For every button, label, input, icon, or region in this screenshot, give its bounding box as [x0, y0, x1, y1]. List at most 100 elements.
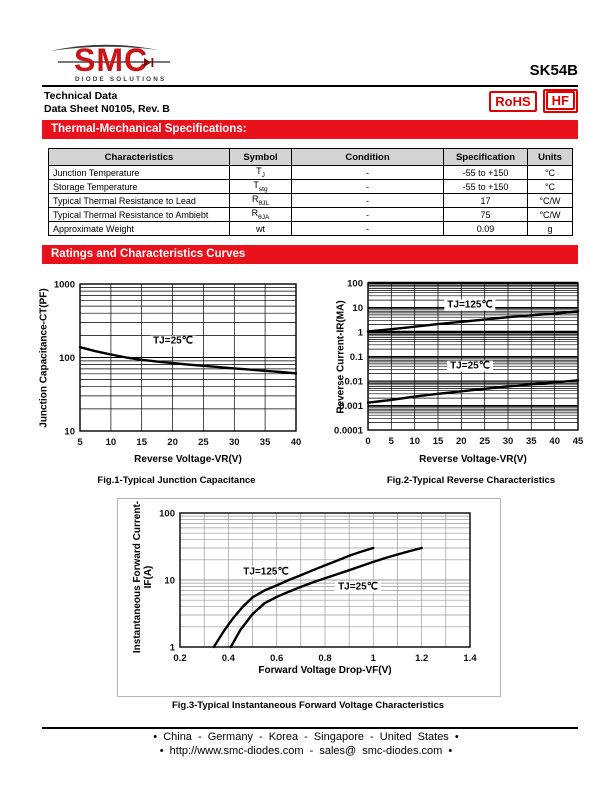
fig3-y-axis-label-line1: Instantaneous Forward Current- — [132, 500, 143, 654]
table-column-header: Symbol — [229, 148, 292, 166]
svg-text:40: 40 — [549, 436, 560, 447]
svg-text:0.2: 0.2 — [173, 653, 186, 664]
table-cell: - — [291, 207, 444, 222]
svg-text:100: 100 — [159, 509, 175, 520]
svg-text:45: 45 — [573, 436, 584, 447]
table-cell: °C/W — [527, 207, 573, 222]
svg-text:0.4: 0.4 — [222, 653, 236, 664]
spec-table: Characteristics Symbol Condition Specificat… — [48, 148, 573, 236]
svg-text:30: 30 — [503, 436, 514, 447]
table-cell: °C — [527, 165, 573, 180]
svg-text:0.0001: 0.0001 — [334, 426, 364, 437]
table-cell: Typical Thermal Resistance to Ambiebt — [48, 207, 230, 222]
table-cell: - — [291, 165, 444, 180]
table-header-row: Characteristics Symbol Condition Specificat… — [48, 148, 573, 166]
compliance-badges: RoHS HF — [489, 89, 578, 113]
rohs-badge: RoHS — [489, 90, 537, 112]
smc-logo: SMC DIODE SOLUTIONS — [44, 27, 189, 85]
table-cell: Storage Temperature — [48, 179, 230, 194]
svg-text:100: 100 — [59, 353, 75, 364]
table-cell-symbol: RθJL — [229, 193, 292, 208]
fig3-y-axis-label-line2: IF(A) — [143, 565, 154, 589]
table-cell: -55 to +150 — [443, 165, 528, 180]
table-cell: - — [291, 221, 444, 236]
fig2-reverse-characteristics: 0 5 10 15 20 25 30 35 40 45 100 10 1 0.1 0.01 0.001 0.00… — [330, 272, 612, 493]
fig1-junction-capacitance: 5 10 15 20 25 30 35 40 1000 100 10 Junction Capaci… — [34, 278, 319, 493]
table-column-header: Specification — [443, 148, 528, 166]
table-cell: 17 — [443, 193, 528, 208]
table-row: Approximate Weight wt -0.09 g — [48, 221, 573, 236]
svg-text:1: 1 — [358, 328, 364, 339]
logo-strike-line — [58, 61, 170, 63]
table-column-header: Condition — [291, 148, 444, 166]
fig3-frame: 0.2 0.4 0.6 0.8 1 1.2 1.4 100 10 1 Instantaneous … — [117, 498, 501, 697]
svg-text:30: 30 — [229, 437, 240, 448]
table-cell: Typical Thermal Resistance to Lead — [48, 193, 230, 208]
fig3-x-axis-label: Forward Voltage Drop-VF(V) — [258, 665, 392, 676]
svg-text:1: 1 — [371, 653, 377, 664]
table-row: Typical Thermal Resistance to Lead RθJL -1… — [48, 193, 573, 208]
fig3-plot: 0.2 0.4 0.6 0.8 1 1.2 1.4 100 10 1 — [159, 509, 477, 665]
table-column-header: Units — [527, 148, 573, 166]
svg-text:10: 10 — [352, 303, 363, 314]
svg-text:40: 40 — [291, 437, 302, 448]
table-cell-symbol: Tstg — [229, 179, 292, 194]
table-cell: - — [291, 179, 444, 194]
svg-text:10: 10 — [64, 427, 75, 438]
svg-text:1: 1 — [170, 643, 176, 654]
svg-text:20: 20 — [167, 437, 178, 448]
svg-text:0.8: 0.8 — [318, 653, 331, 664]
svg-text:15: 15 — [136, 437, 147, 448]
table-cell: -55 to +150 — [443, 179, 528, 194]
spec-table-body: Junction Temperature TJ - -55 to +150 °C Stor… — [48, 165, 573, 236]
svg-text:100: 100 — [347, 279, 363, 290]
table-column-header: Characteristics — [48, 148, 230, 166]
svg-text:25: 25 — [198, 437, 209, 448]
fig3-caption: Fig.3-Typical Instantaneous Forward Volt… — [171, 700, 445, 711]
footer-divider — [42, 727, 578, 729]
hf-badge: HF — [542, 89, 578, 113]
svg-text:1.4: 1.4 — [463, 653, 477, 664]
table-cell-symbol: wt — [229, 221, 292, 236]
table-row: Storage Temperature Tstg - -55 to +150 °C — [48, 179, 573, 194]
doc-info: Technical Data Data Sheet N0105, Rev. B — [44, 90, 170, 116]
header-divider — [42, 85, 578, 87]
svg-text:10: 10 — [106, 437, 117, 448]
doc-info-line1: Technical Data — [44, 90, 118, 102]
table-cell: Approximate Weight — [48, 221, 230, 236]
diode-symbol-icon — [144, 58, 154, 67]
svg-text:0: 0 — [365, 436, 370, 447]
logo-brand-text: SMC — [74, 42, 149, 78]
table-cell: °C — [527, 179, 573, 194]
table-row: Typical Thermal Resistance to Ambiebt RθJ… — [48, 207, 573, 222]
svg-text:0.6: 0.6 — [270, 653, 283, 664]
table-cell: 75 — [443, 207, 528, 222]
fig2-caption: Fig.2-Typical Reverse Characteristics — [386, 475, 556, 486]
table-cell: °C/W — [527, 193, 573, 208]
svg-text:1000: 1000 — [54, 280, 75, 291]
doc-info-line2: Data Sheet N0105, Rev. B — [44, 103, 170, 115]
table-cell: Junction Temperature — [48, 165, 230, 180]
fig2-y-axis-label: Reverse Current-IR(MA) — [335, 300, 347, 414]
fig3-annotation-tj125: TJ=125℃ — [240, 566, 292, 578]
svg-text:20: 20 — [456, 436, 467, 447]
table-cell: g — [527, 221, 573, 236]
table-cell: - — [291, 193, 444, 208]
svg-text:25: 25 — [479, 436, 490, 447]
table-row: Junction Temperature TJ - -55 to +150 °C — [48, 165, 573, 180]
table-cell: 0.09 — [443, 221, 528, 236]
hf-badge-label: HF — [545, 91, 575, 110]
fig2-x-axis-label: Reverse Voltage-VR(V) — [419, 454, 527, 465]
svg-text:5: 5 — [389, 436, 395, 447]
section-banner-curves: Ratings and Characteristics Curves — [42, 245, 578, 264]
fig1-annotation-tj25: TJ=25℃ — [150, 335, 196, 347]
fig2-annotation-tj125: TJ=125℃ — [444, 299, 496, 311]
fig3-y-axis-label: Instantaneous Forward Current- IF(A) — [132, 501, 154, 653]
svg-text:0.001: 0.001 — [339, 401, 363, 412]
svg-text:5: 5 — [77, 437, 83, 448]
svg-text:1.2: 1.2 — [415, 653, 428, 664]
fig2-annotation-tj25: TJ=25℃ — [447, 360, 493, 372]
svg-text:0.01: 0.01 — [345, 377, 364, 388]
